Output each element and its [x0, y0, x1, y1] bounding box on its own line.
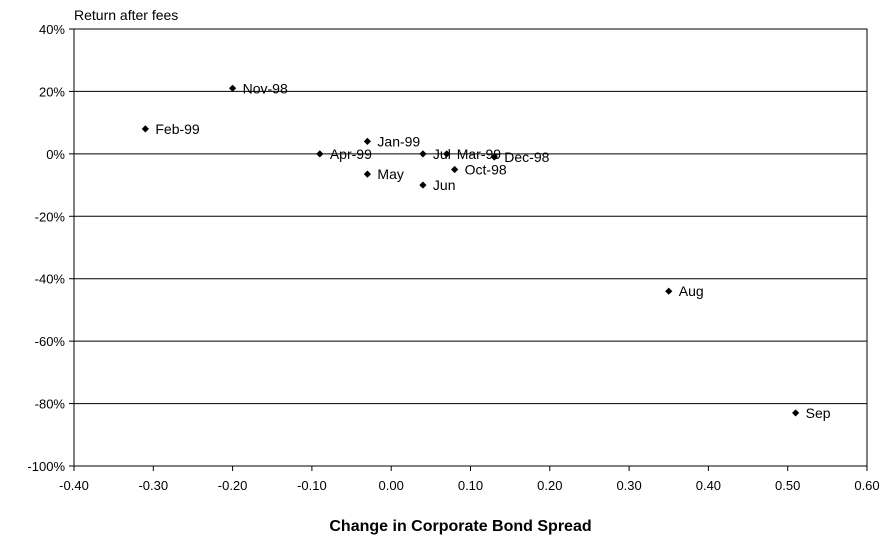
- x-tick-label: -0.40: [59, 478, 89, 493]
- point-feb-99: Feb-99: [141, 121, 200, 137]
- x-axis-ticks: -0.40 -0.30 -0.20 -0.10 0.00 0.10 0.20 0.30 0.40…: [59, 466, 880, 493]
- diamond-marker: [419, 181, 427, 189]
- point-jun: Jun: [419, 177, 455, 193]
- diamond-marker: [792, 409, 800, 417]
- x-tick-label: -0.10: [297, 478, 327, 493]
- y-tick-label: -20%: [35, 209, 66, 224]
- point-mar-99: Mar-99: [443, 146, 501, 162]
- point-label: Jan-99: [377, 133, 420, 149]
- point-label: May: [377, 166, 403, 182]
- y-axis-ticks: 40% 20% 0% -20% -40% -60% -80% -100%: [27, 22, 74, 474]
- point-label: Oct-98: [465, 161, 507, 177]
- point-label: Nov-98: [243, 80, 288, 96]
- point-label: Sep: [806, 405, 831, 421]
- x-axis-label: Change in Corporate Bond Spread: [329, 518, 591, 535]
- point-label: Dec-98: [504, 149, 549, 165]
- x-tick-label: 0.40: [696, 478, 721, 493]
- x-tick-label: 0.60: [854, 478, 879, 493]
- point-label: Mar-99: [457, 146, 502, 162]
- x-tick-label: -0.30: [138, 478, 168, 493]
- plot-area: [73, 28, 868, 467]
- y-tick-label: -40%: [35, 272, 66, 287]
- diamond-marker: [451, 165, 459, 174]
- diamond-marker: [141, 125, 149, 133]
- point-label: Apr-99: [330, 146, 372, 162]
- diamond-marker: [316, 150, 324, 158]
- x-tick-label: -0.20: [218, 478, 248, 493]
- data-points: Nov-98 Feb-99 Jan-99 Apr-99 Jul Mar-99 Dec-98O…: [141, 80, 831, 421]
- x-tick-label: 0.00: [379, 478, 404, 493]
- diamond-marker: [229, 84, 237, 92]
- y-axis-label: Return after fees: [74, 7, 178, 23]
- y-tick-label: 0%: [46, 147, 65, 162]
- y-tick-label: 40%: [39, 22, 65, 37]
- point-label: Feb-99: [155, 121, 200, 137]
- point-aug: Aug: [665, 283, 704, 299]
- point-jan-99: Jan-99: [363, 133, 420, 149]
- diamond-marker: [490, 153, 498, 161]
- diamond-marker: [363, 170, 372, 178]
- point-jul: Jul: [419, 146, 451, 162]
- x-tick-label: 0.10: [458, 478, 483, 493]
- gridlines: [74, 90, 867, 405]
- point-may: May: [363, 166, 404, 182]
- point-label: Jul: [433, 146, 451, 162]
- y-tick-label: -100%: [27, 459, 65, 474]
- diamond-marker: [443, 150, 451, 158]
- point-dec-98: Dec-98: [490, 149, 550, 165]
- y-tick-label: -80%: [35, 397, 66, 412]
- x-tick-label: 0.30: [616, 478, 641, 493]
- diamond-marker: [665, 287, 673, 295]
- point-sep: Sep: [792, 405, 831, 421]
- point-apr-99: Apr-99: [316, 146, 372, 162]
- x-tick-label: 0.20: [537, 478, 562, 493]
- diamond-marker: [363, 137, 372, 145]
- point-nov-98: Nov-98: [229, 80, 288, 96]
- y-tick-label: -60%: [35, 334, 66, 349]
- diamond-marker: [419, 150, 427, 158]
- y-tick-label: 20%: [39, 84, 65, 99]
- point-label: Aug: [679, 283, 704, 299]
- point-oct-98: Oct-98: [451, 161, 507, 177]
- x-tick-label: 0.50: [775, 478, 800, 493]
- point-label: Jun: [433, 177, 456, 193]
